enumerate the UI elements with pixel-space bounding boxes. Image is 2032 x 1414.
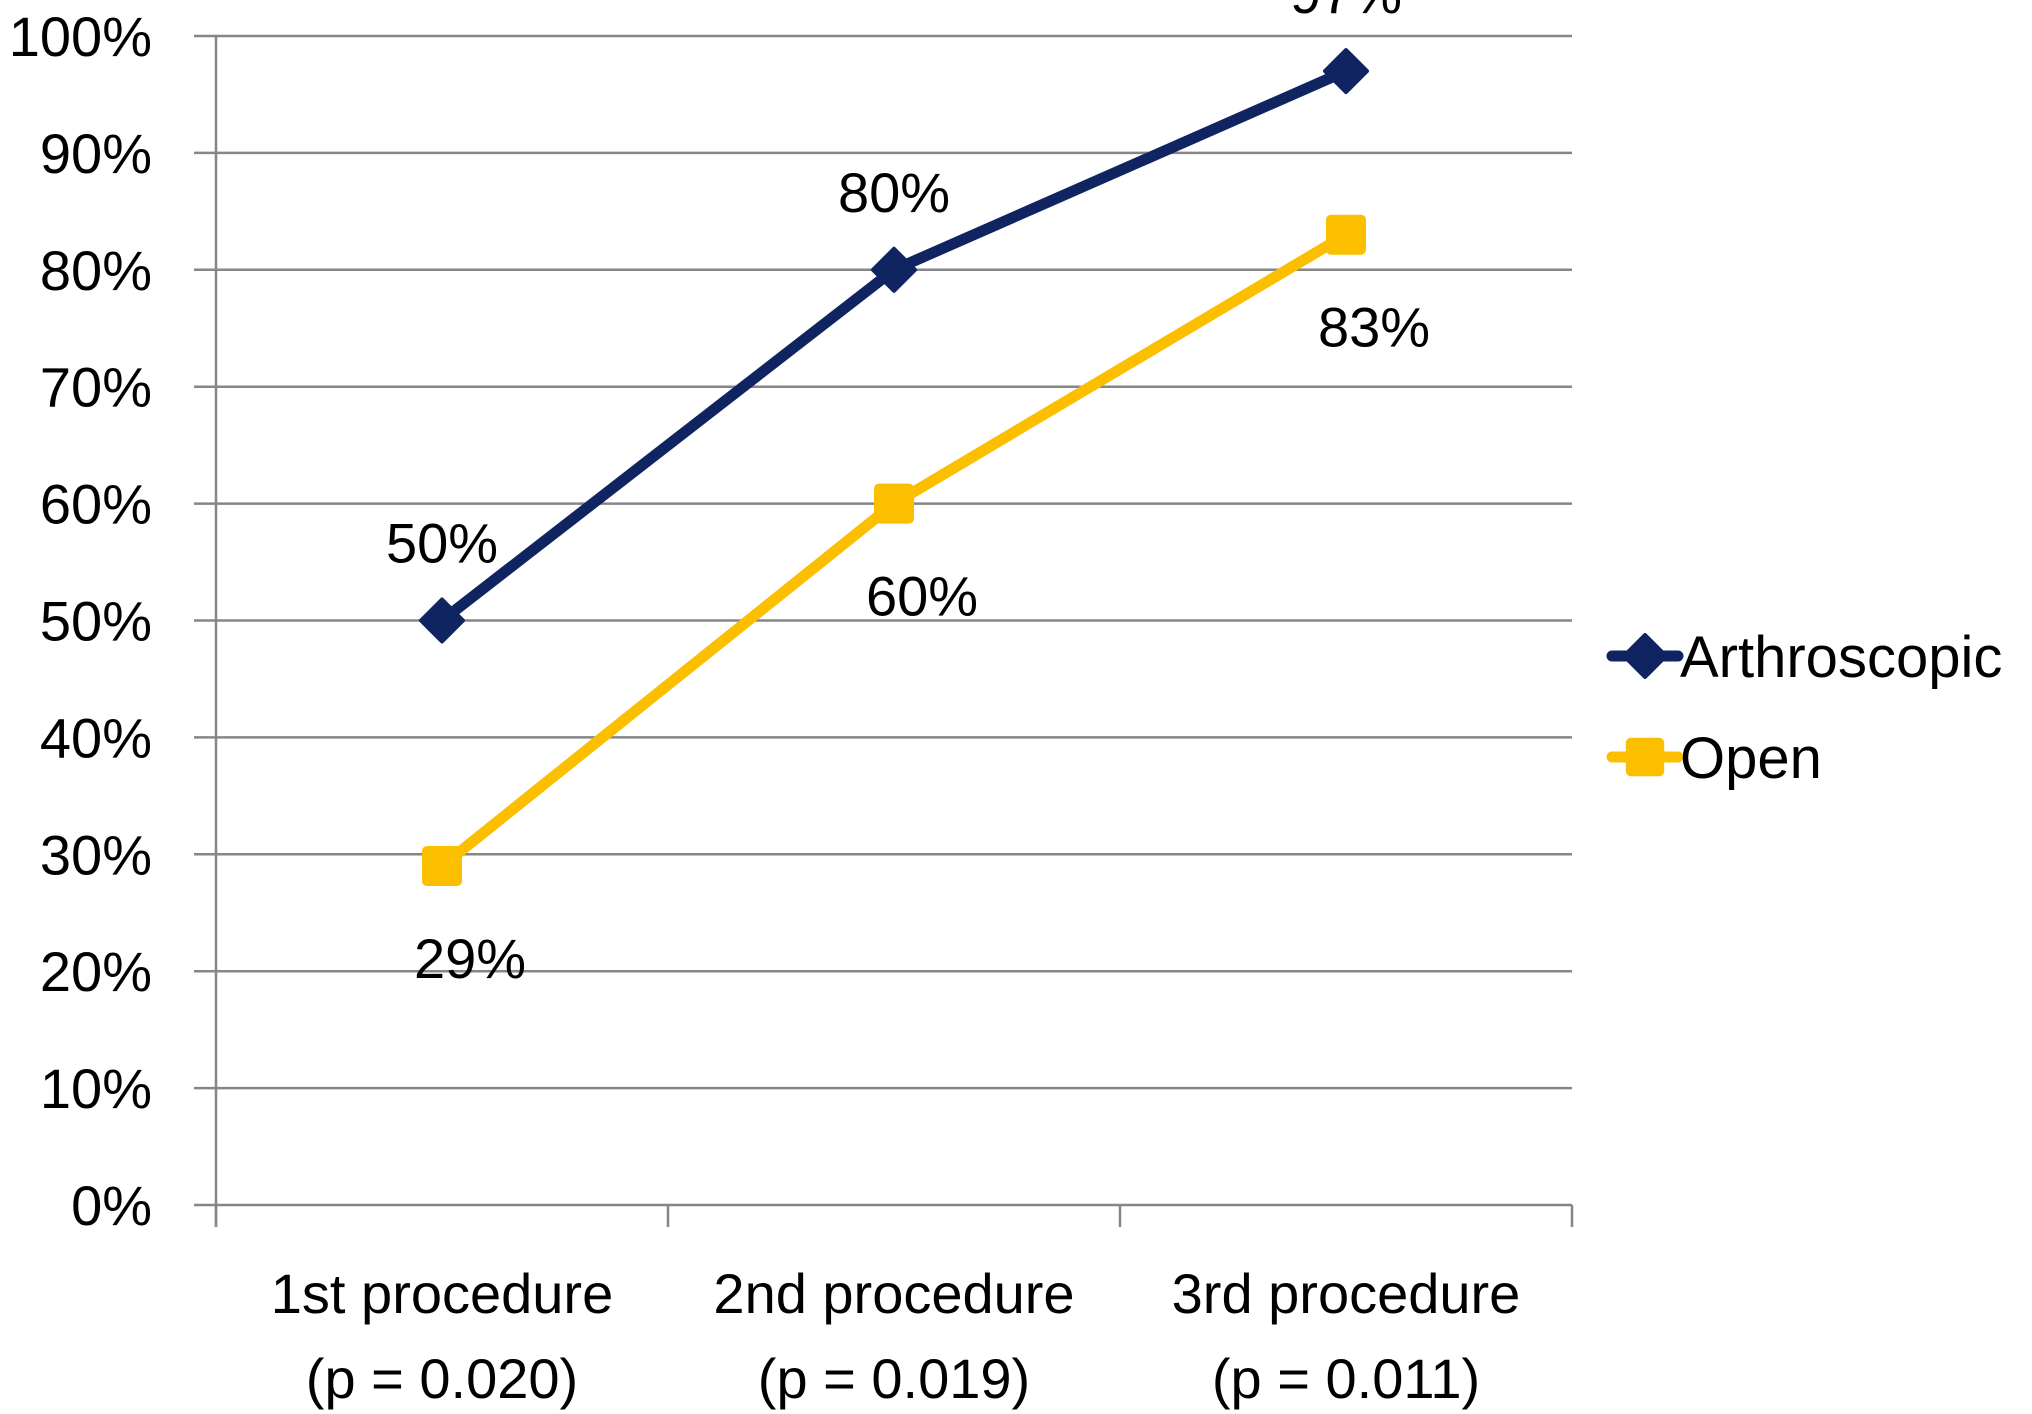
x-tick-label: (p = 0.019)	[758, 1347, 1030, 1410]
y-tick-label: 10%	[40, 1057, 152, 1120]
y-tick-label: 40%	[40, 706, 152, 769]
data-point-marker	[422, 845, 462, 886]
x-tick-label: 3rd procedure	[1172, 1262, 1521, 1325]
square-icon	[1625, 737, 1665, 777]
legend-label: Open	[1680, 726, 1822, 791]
y-axis-tick-labels: 0% 10% 20% 30% 40% 50% 60% 70% 80% 90% 100%	[9, 5, 152, 1237]
data-label: 83%	[1318, 296, 1430, 359]
y-tick-label: 80%	[40, 239, 152, 302]
legend-item-open: Open	[1606, 726, 1822, 791]
series-line	[438, 230, 1349, 871]
x-axis-tick-labels: 1st procedure (p = 0.020) 2nd procedure (p …	[271, 1262, 1521, 1410]
data-point-marker	[1326, 214, 1366, 255]
axes	[214, 36, 1574, 1227]
legend: Arthroscopic Open	[1606, 625, 2002, 791]
series-arthroscopic: 50% 80% 97%	[386, 0, 1402, 644]
x-tick-label: 1st procedure	[271, 1262, 613, 1325]
series-open: 29% 60% 83%	[414, 214, 1430, 990]
legend-label: Arthroscopic	[1680, 625, 2002, 690]
legend-item-arthroscopic: Arthroscopic	[1606, 625, 2002, 690]
y-tick-label: 100%	[9, 5, 152, 68]
data-point-marker	[1323, 48, 1369, 95]
x-tick-label: 2nd procedure	[713, 1262, 1074, 1325]
y-tick-label: 60%	[40, 473, 152, 536]
x-tick-label: (p = 0.020)	[306, 1347, 578, 1410]
data-label: 50%	[386, 512, 498, 575]
data-label: 60%	[866, 565, 978, 628]
data-point-marker	[874, 483, 914, 524]
y-tick-label: 90%	[40, 122, 152, 185]
x-tick-label: (p = 0.011)	[1212, 1347, 1480, 1410]
data-label: 80%	[838, 161, 950, 224]
data-point-marker	[419, 597, 465, 644]
y-tick-label: 50%	[40, 590, 152, 653]
data-label: 97%	[1290, 0, 1402, 25]
y-tick-label: 70%	[40, 356, 152, 419]
series-group: 50% 80% 97% 29% 60% 83%	[386, 0, 1430, 990]
y-tick-label: 30%	[40, 823, 152, 886]
diamond-icon	[1622, 633, 1668, 679]
data-label: 29%	[414, 927, 526, 990]
data-point-marker	[871, 246, 917, 293]
y-tick-label: 20%	[40, 940, 152, 1003]
y-tick-label: 0%	[71, 1174, 152, 1237]
